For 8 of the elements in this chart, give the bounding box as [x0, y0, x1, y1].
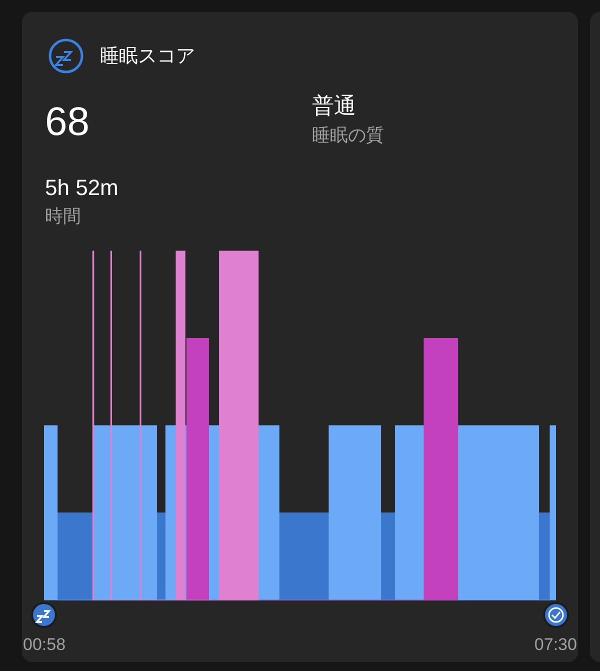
x-tick-label: 07:30	[534, 635, 577, 654]
chart-title: 睡眠スコア	[100, 46, 195, 67]
text: 68	[45, 100, 90, 144]
x-tick-label: 00:58	[23, 635, 66, 654]
text: 普通	[312, 93, 356, 118]
text: 睡眠の質	[312, 125, 384, 145]
text: 5h 52m	[45, 175, 118, 200]
text: 時間	[45, 206, 81, 226]
